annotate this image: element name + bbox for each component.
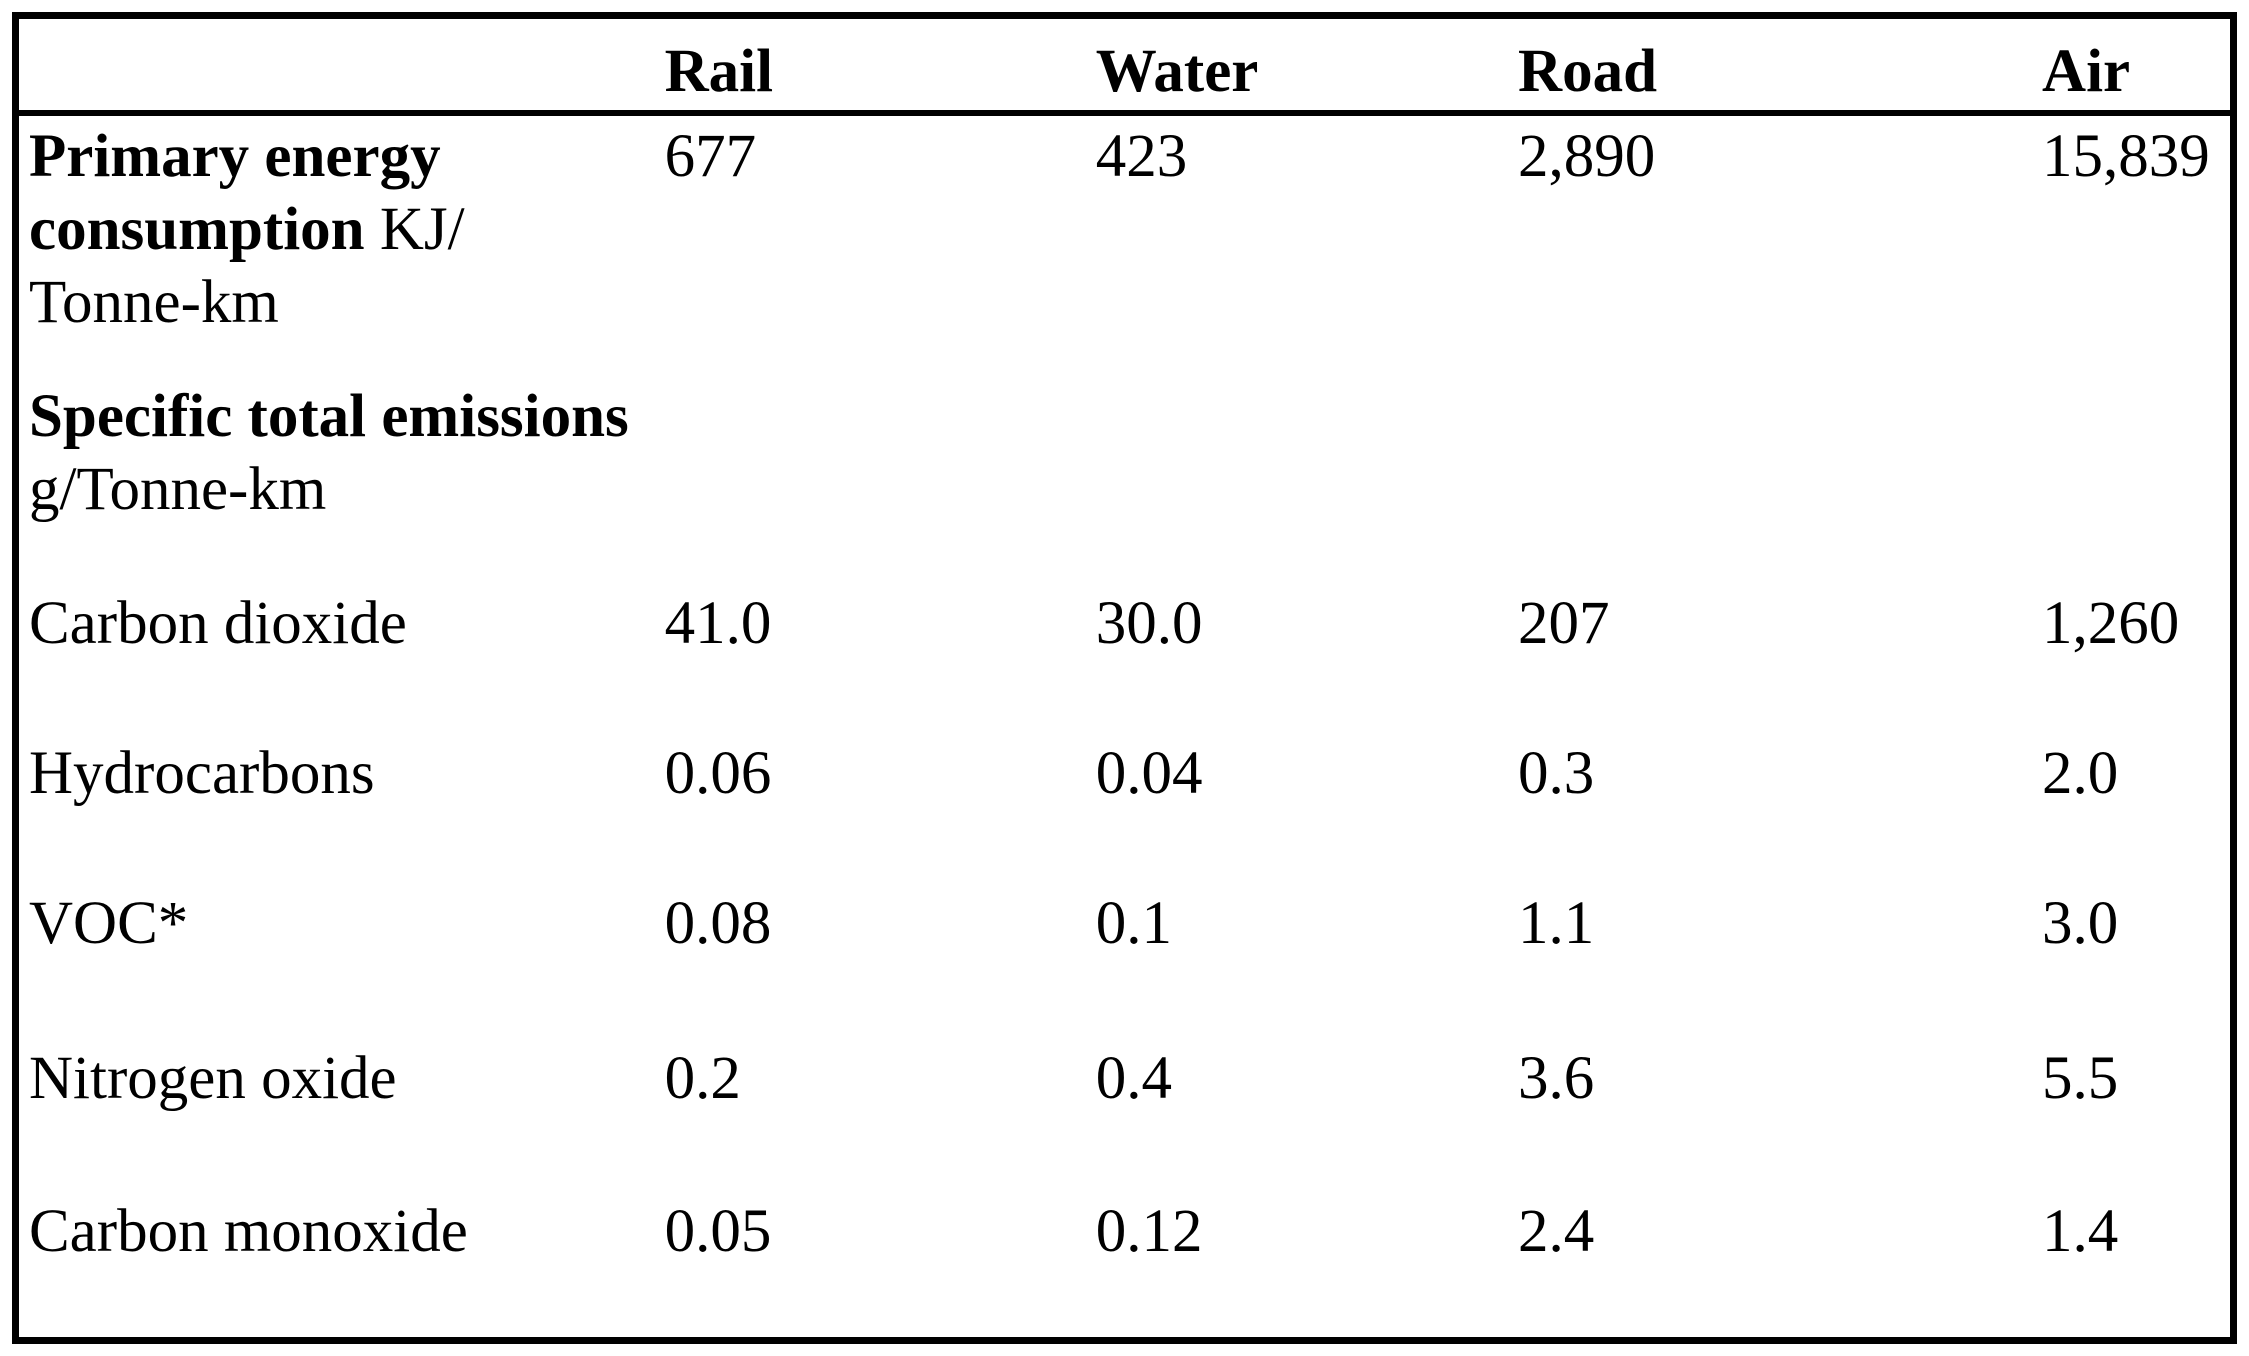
row-label-line: Specific total emissions [29,380,665,453]
value-cell-water: 0.4 [1095,1045,1172,1112]
value-cell-water: 0.12 [1095,1198,1203,1265]
value-cell-rail [665,376,1096,380]
row-label: VOC* [29,890,189,957]
value-cell-road: 1.1 [1518,890,1595,957]
freight-emissions-table: Rail Water Road Air Primary energy consu… [12,12,2237,1344]
row-label-line: Primary energy [29,120,665,193]
table-row-hydrocarbons: Hydrocarbons 0.06 0.04 0.3 2.0 [19,733,2230,883]
value-cell-road: 0.3 [1518,740,1595,807]
value-cell-rail: 0.2 [664,1045,741,1112]
value-cell-rail: 0.05 [664,1198,772,1265]
table-header-row: Rail Water Road Air [19,19,2230,116]
column-header-water: Water [1095,38,1259,105]
value-cell-water: 0.04 [1095,740,1203,807]
value-cell-road [1518,376,2042,380]
row-label: Carbon monoxide [29,1198,468,1265]
row-label-bold-text: Specific total emissions [29,383,629,450]
value-cell-water: 0.1 [1095,890,1172,957]
value-cell-air [2042,376,2230,380]
row-label: Primary energy consumption KJ/ Tonne-km [19,116,665,339]
row-label-line: g/Tonne-km [29,453,665,526]
value-cell-air: 15,839 [2042,123,2210,190]
value-cell-rail: 0.06 [664,740,772,807]
table-row-nitrogen-oxide: Nitrogen oxide 0.2 0.4 3.6 5.5 [19,1038,2230,1191]
row-label-unit-text: KJ/ [379,196,465,263]
value-cell-road: 2.4 [1518,1198,1595,1265]
row-label: Specific total emissions g/Tonne-km [19,376,665,526]
row-label: Hydrocarbons [29,740,375,807]
table-row-specific-emissions: Specific total emissions g/Tonne-km [19,376,2230,583]
value-cell-air: 1.4 [2042,1198,2119,1265]
value-cell-air: 3.0 [2042,890,2119,957]
row-label: Carbon dioxide [29,590,407,657]
column-header-rail: Rail [664,38,774,105]
value-cell-road: 207 [1518,590,1610,657]
value-cell-air: 2.0 [2042,740,2119,807]
table-row-carbon-monoxide: Carbon monoxide 0.05 0.12 2.4 1.4 [19,1191,2230,1337]
value-cell-rail: 0.08 [664,890,772,957]
value-cell-rail: 677 [664,123,757,190]
value-cell-water [1096,376,1518,380]
row-label-unit-text: g/Tonne-km [29,456,327,523]
row-label-line: consumption KJ/ [29,193,665,266]
column-header-air: Air [2042,38,2131,105]
header-corner-cell [19,108,665,110]
value-cell-road: 2,890 [1518,123,1656,190]
row-label-unit-text: Tonne-km [29,269,279,336]
table-row-voc: VOC* 0.08 0.1 1.1 3.0 [19,883,2230,1038]
row-label: Nitrogen oxide [29,1045,397,1112]
value-cell-water: 423 [1095,123,1188,190]
value-cell-road: 3.6 [1518,1045,1595,1112]
column-header-road: Road [1518,38,1658,105]
table-row-carbon-dioxide: Carbon dioxide 41.0 30.0 207 1,260 [19,583,2230,733]
row-label-line: Tonne-km [29,266,665,339]
row-label-bold-text: consumption [29,196,365,263]
value-cell-air: 5.5 [2042,1045,2119,1112]
row-label-bold-text: Primary energy [29,123,441,190]
value-cell-rail: 41.0 [664,590,772,657]
value-cell-air: 1,260 [2042,590,2180,657]
value-cell-water: 30.0 [1095,590,1203,657]
table-row-primary-energy: Primary energy consumption KJ/ Tonne-km … [19,116,2230,376]
